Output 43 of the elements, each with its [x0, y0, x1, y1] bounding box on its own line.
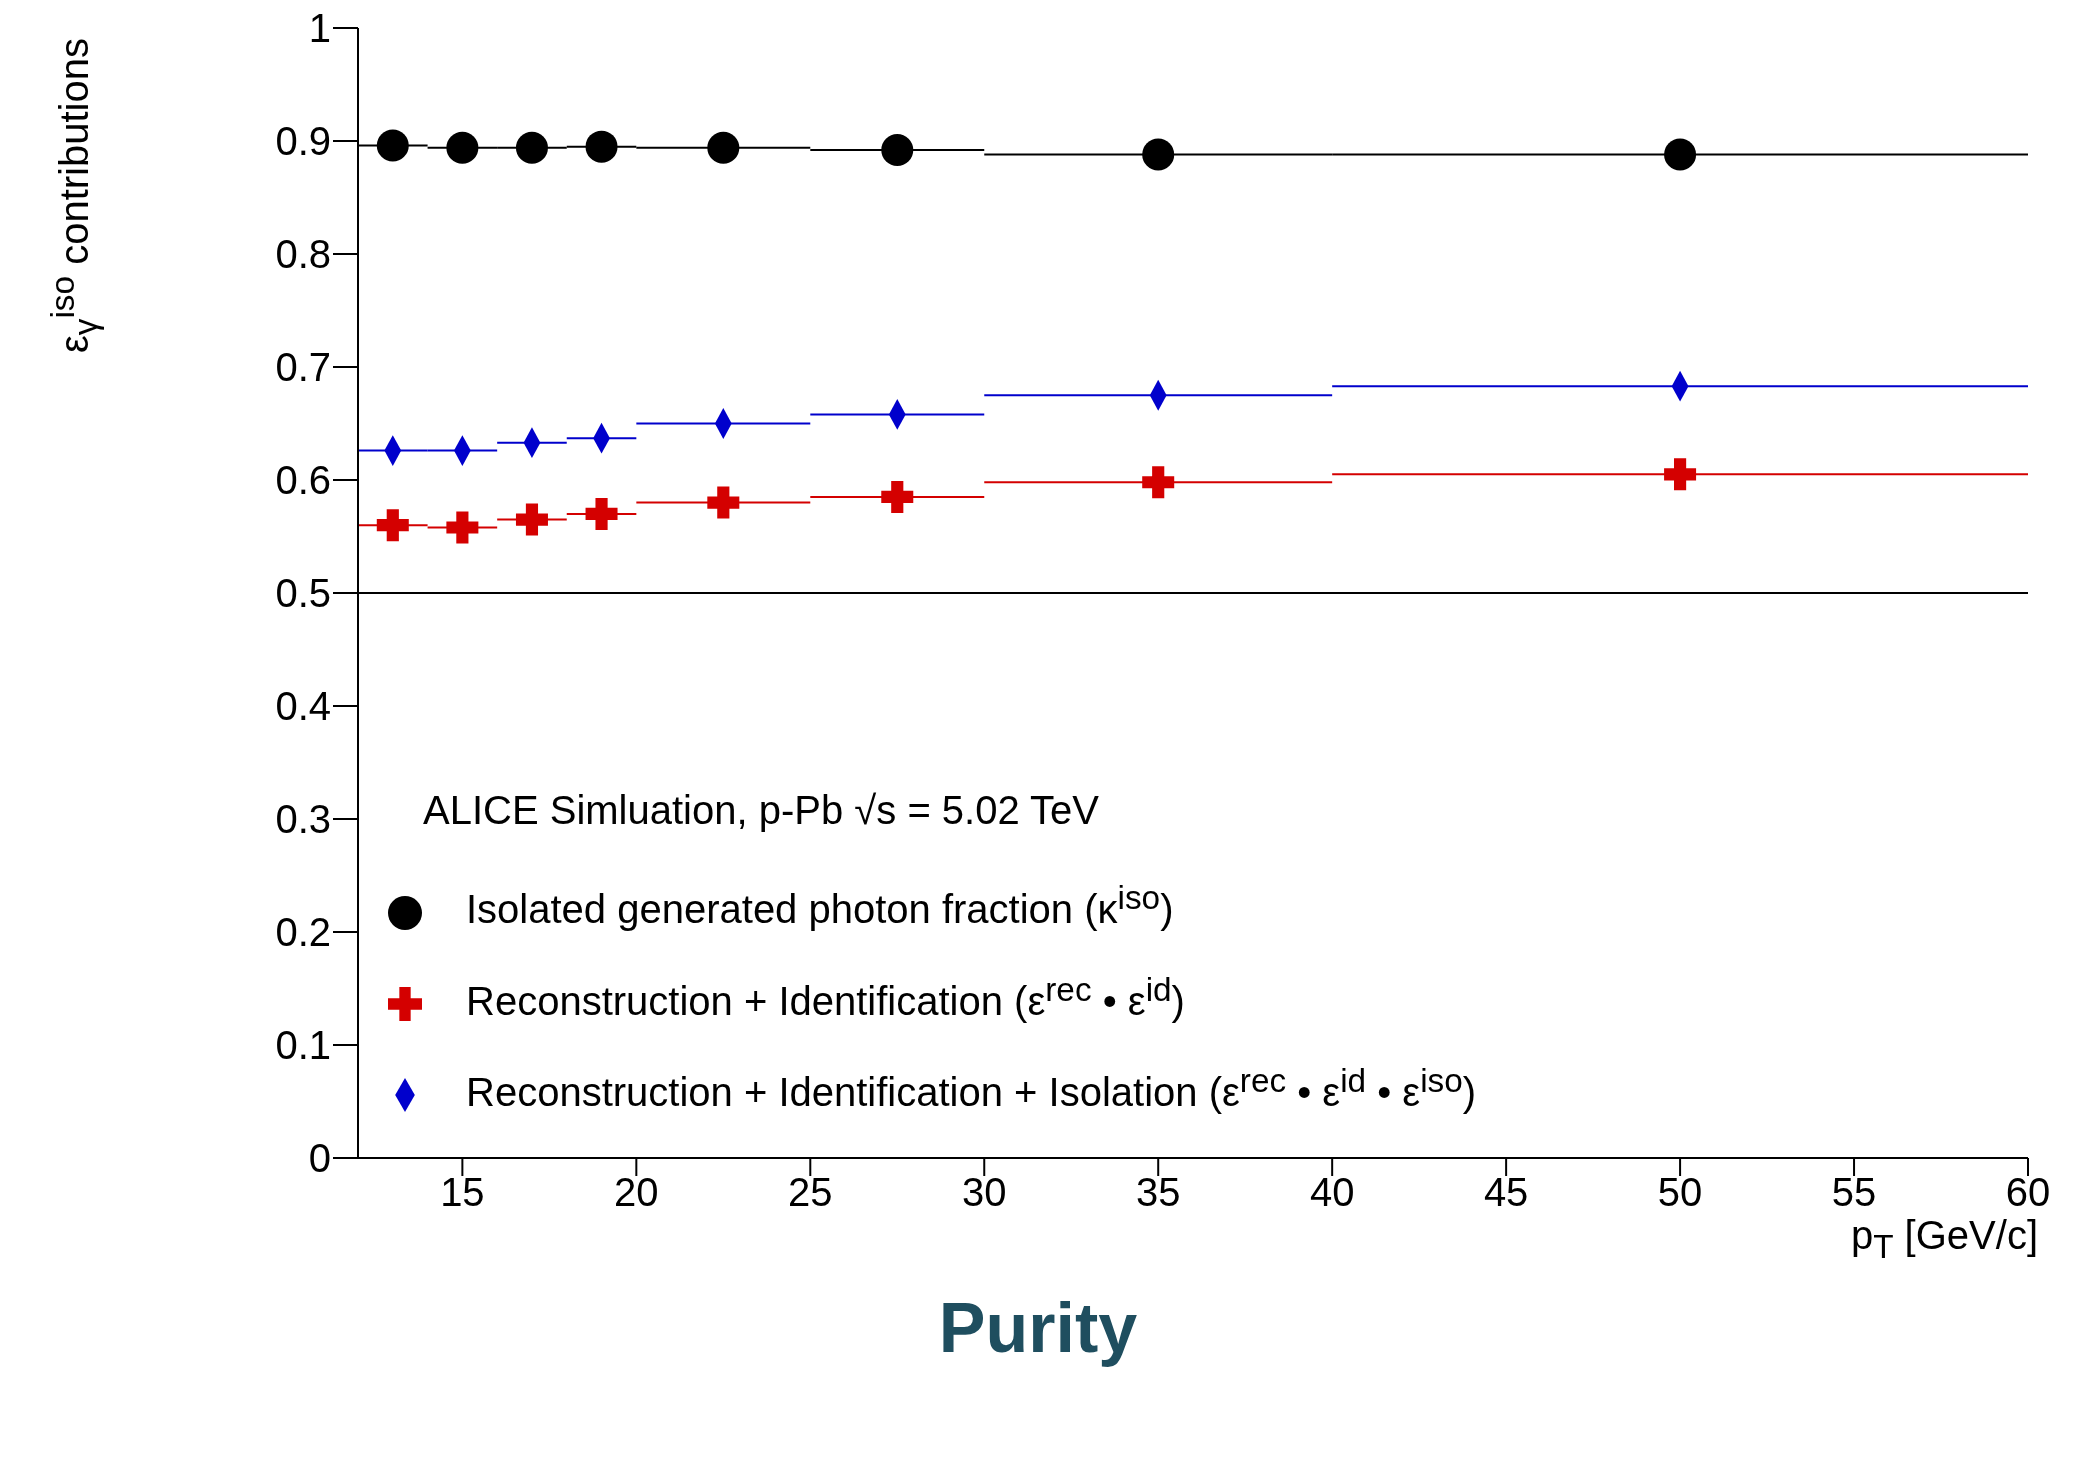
- point: [881, 480, 914, 513]
- y-tick-label: 0.4: [275, 684, 331, 729]
- point: [515, 131, 548, 164]
- x-tick-label: 55: [1831, 1170, 1877, 1215]
- point: [515, 503, 548, 536]
- y-tick-label: 0.1: [275, 1023, 331, 1068]
- x-tick-label: 20: [614, 1170, 659, 1215]
- annotation: ALICE Simluation, p-Pb √s = 5.02 TeV: [423, 788, 1100, 833]
- legend-label: Reconstruction + Identification (ε$^{rec}$ • ε$^{id}$): [466, 970, 1185, 1023]
- legend-label: Reconstruction + Identification + Isolation (ε$^{rec}$ • ε$^{id}$ • ε$^{iso}$): [466, 1061, 1477, 1114]
- y-tick-label: 0.5: [275, 571, 331, 616]
- point: [585, 130, 618, 163]
- point: [585, 497, 618, 530]
- x-tick-label: 35: [1135, 1170, 1181, 1215]
- y-tick-label: 0.7: [275, 345, 331, 390]
- y-tick-label: 1: [308, 6, 331, 51]
- y-tick-label: 0.6: [275, 458, 331, 503]
- y-tick-label: 0: [308, 1136, 331, 1181]
- point: [1142, 138, 1175, 171]
- point: [376, 129, 409, 162]
- point: [1664, 138, 1697, 171]
- x-tick-label: 50: [1657, 1170, 1703, 1215]
- legend-label: Isolated generated photon fraction (κ$^{iso}$): [466, 879, 1174, 932]
- x-tick-label: 15: [440, 1170, 485, 1215]
- x-tick-label: 45: [1483, 1170, 1529, 1215]
- x-tick-label: 60: [2005, 1170, 2051, 1215]
- x-axis-title: p$_{T}$ [GeV/c]: [1850, 1213, 2038, 1266]
- x-tick-label: 25: [788, 1170, 833, 1215]
- x-tick-label: 40: [1309, 1170, 1355, 1215]
- point: [376, 509, 409, 542]
- point: [446, 131, 479, 164]
- x-tick-label: 30: [962, 1170, 1007, 1215]
- point: [881, 134, 914, 167]
- text: Purity: [937, 1288, 1139, 1368]
- point: [446, 511, 479, 544]
- point: [707, 486, 740, 519]
- y-tick-label: 0.8: [275, 232, 331, 277]
- point: [1664, 458, 1697, 491]
- point: [1142, 466, 1175, 499]
- point: [707, 131, 740, 164]
- y-tick-label: 0.2: [275, 910, 331, 955]
- y-tick-label: 0.3: [275, 797, 331, 842]
- y-tick-label: 0.9: [275, 119, 331, 164]
